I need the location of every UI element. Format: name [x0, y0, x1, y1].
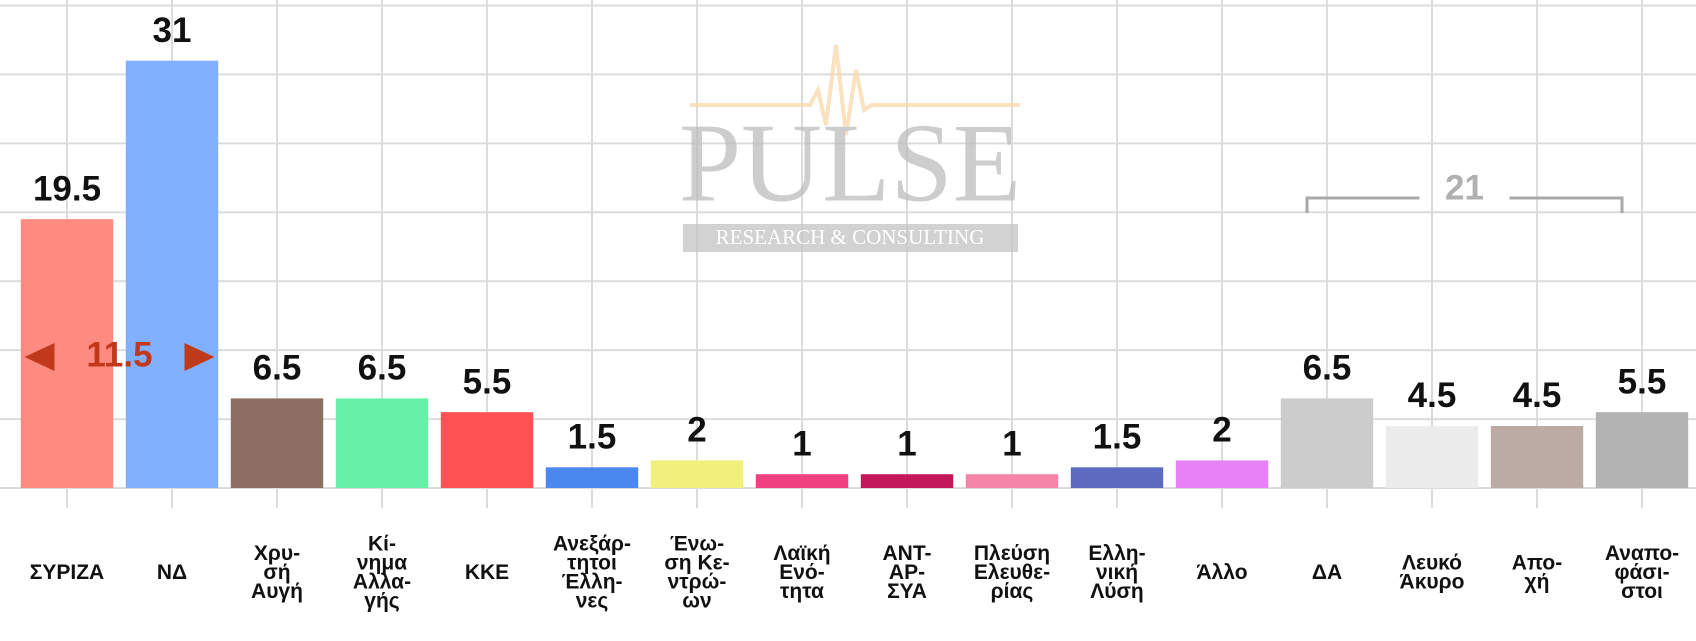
watermark: PULSE RESEARCH & CONSULTING: [679, 44, 1021, 252]
x-tick-label: Ανεξάρ-τητοι Έλλη-νες: [553, 532, 631, 612]
x-tick-label: Ένω-ση Κε-ντρώ-ων: [664, 532, 729, 612]
x-tick-label-line: ρίας: [991, 580, 1034, 603]
x-tick-label: ΝΔ: [157, 561, 187, 584]
bar: [545, 467, 639, 488]
x-tick-label: Αναπο-φάσι-στοι: [1605, 542, 1679, 603]
x-tick-label-line: Ανεξάρ-: [553, 532, 631, 555]
x-tick-label-line: ΔΑ: [1312, 561, 1342, 584]
value-label: 6.5: [1303, 349, 1352, 388]
watermark-band: [683, 224, 1018, 252]
x-tick-label-line: ση Κε-: [664, 551, 729, 574]
bar: [440, 412, 534, 488]
x-tick-label-line: ΑΡ-: [889, 561, 925, 584]
x-tick-label: ΣΥΡΙΖΑ: [30, 561, 104, 584]
x-tick-label-line: ΣΥΡΙΖΑ: [30, 561, 104, 584]
x-tick-label-line: Άκυρο: [1400, 570, 1465, 593]
value-label: 4.5: [1408, 376, 1457, 415]
x-tick-label-line: Κί-: [368, 532, 396, 555]
bar: [1490, 425, 1584, 488]
value-label: 2: [1212, 411, 1231, 450]
bar: [125, 60, 219, 489]
value-label: 1: [897, 424, 916, 463]
x-tick-label-line: Απο-: [1512, 551, 1562, 574]
value-label: 5.5: [1618, 362, 1667, 401]
x-tick-label-line: Ελλη-: [1088, 542, 1145, 565]
value-label: 1.5: [1093, 418, 1142, 457]
value-label: 2: [687, 411, 706, 450]
x-tick-label-line: Λύση: [1090, 580, 1143, 603]
x-tick-label-line: ντρώ-: [668, 570, 727, 593]
x-tick-label-line: Χρυ-: [254, 542, 300, 565]
arrow-left: [24, 343, 55, 371]
x-tick-label-line: σή: [263, 561, 290, 584]
x-tick-label: ΔΑ: [1312, 561, 1342, 584]
x-tick-label: Χρυ-σή Αυγή: [251, 542, 303, 603]
bar: [965, 474, 1059, 488]
bar: [755, 474, 849, 488]
x-tick-label-line: τητοι: [567, 551, 617, 574]
value-label: 4.5: [1513, 376, 1562, 415]
x-tick-label-line: νική: [1096, 561, 1138, 584]
bar: [1070, 467, 1164, 488]
bar: [1385, 425, 1479, 488]
x-tick-label-line: νημα: [357, 551, 407, 574]
x-tick-label: Ελλη-νική Λύση: [1088, 542, 1145, 603]
x-tick-label-line: νες: [576, 589, 609, 612]
value-label: 5.5: [463, 362, 512, 401]
x-tick-label: Άλλο: [1196, 561, 1247, 584]
x-tick-label: Πλεύση Ελευθε-ρίας: [974, 542, 1050, 603]
x-tick-label-line: ΣΥΑ: [887, 580, 927, 603]
bar: [335, 398, 429, 488]
x-tick-label-line: τητα: [780, 580, 824, 603]
value-label: 1: [1002, 424, 1021, 463]
x-tick-label: Απο-χή: [1512, 551, 1562, 593]
x-tick-label: Κί-νημα Αλλα-γής: [353, 532, 411, 612]
x-tick-label-line: ΝΔ: [157, 561, 187, 584]
x-tick-label: ΑΝΤ-ΑΡ-ΣΥΑ: [883, 542, 932, 603]
x-tick-label-line: Ελευθε-: [974, 561, 1050, 584]
x-tick-label-line: Έλλη-: [561, 570, 622, 593]
watermark-title: PULSE: [679, 102, 1021, 226]
x-tick-label-line: Αναπο-: [1605, 542, 1679, 565]
value-label: 31: [153, 11, 192, 50]
x-tick-label-line: Ενό-: [779, 561, 825, 584]
x-tick-label-line: ΚΚΕ: [465, 561, 509, 584]
x-tick-label-line: γής: [364, 589, 400, 612]
x-tick-label-line: Λευκό: [1402, 551, 1462, 574]
bar: [860, 474, 954, 488]
value-label: 1: [792, 424, 811, 463]
bracket: [1305, 196, 1624, 213]
x-tick-label-line: Ένω-: [670, 532, 724, 555]
watermark-pulse: [690, 44, 1020, 136]
x-tick-label: Λαϊκή Ενό-τητα: [773, 542, 830, 603]
bar: [650, 460, 744, 488]
x-tick-label-line: Αυγή: [251, 580, 303, 603]
x-tick-label: ΚΚΕ: [465, 561, 509, 584]
value-label: 6.5: [253, 349, 302, 388]
bar: [1175, 460, 1269, 488]
x-tick-label-line: στοι: [1621, 580, 1663, 603]
x-tick-label: Λευκό Άκυρο: [1400, 551, 1465, 593]
arrow-right: [184, 343, 215, 371]
value-label: 1.5: [568, 418, 617, 457]
x-tick-label-line: Άλλο: [1196, 561, 1247, 584]
x-tick-label-line: ων: [682, 589, 711, 612]
bar: [230, 398, 324, 488]
x-tick-label-line: Αλλα-: [353, 570, 411, 593]
bar: [1280, 398, 1374, 488]
bar: [1595, 412, 1689, 488]
x-tick-label-line: χή: [1525, 570, 1550, 593]
annotation: 11.5: [86, 335, 152, 374]
x-tick-label-line: Λαϊκή: [773, 542, 830, 565]
x-tick-label-line: ΑΝΤ-: [883, 542, 932, 565]
x-tick-label-line: Πλεύση: [974, 542, 1050, 565]
watermark-subtitle: RESEARCH & CONSULTING: [716, 225, 985, 249]
value-label: 19.5: [33, 169, 101, 208]
annotation: 21: [1445, 168, 1484, 207]
value-label: 6.5: [358, 349, 407, 388]
x-tick-label-line: φάσι-: [1614, 561, 1669, 584]
